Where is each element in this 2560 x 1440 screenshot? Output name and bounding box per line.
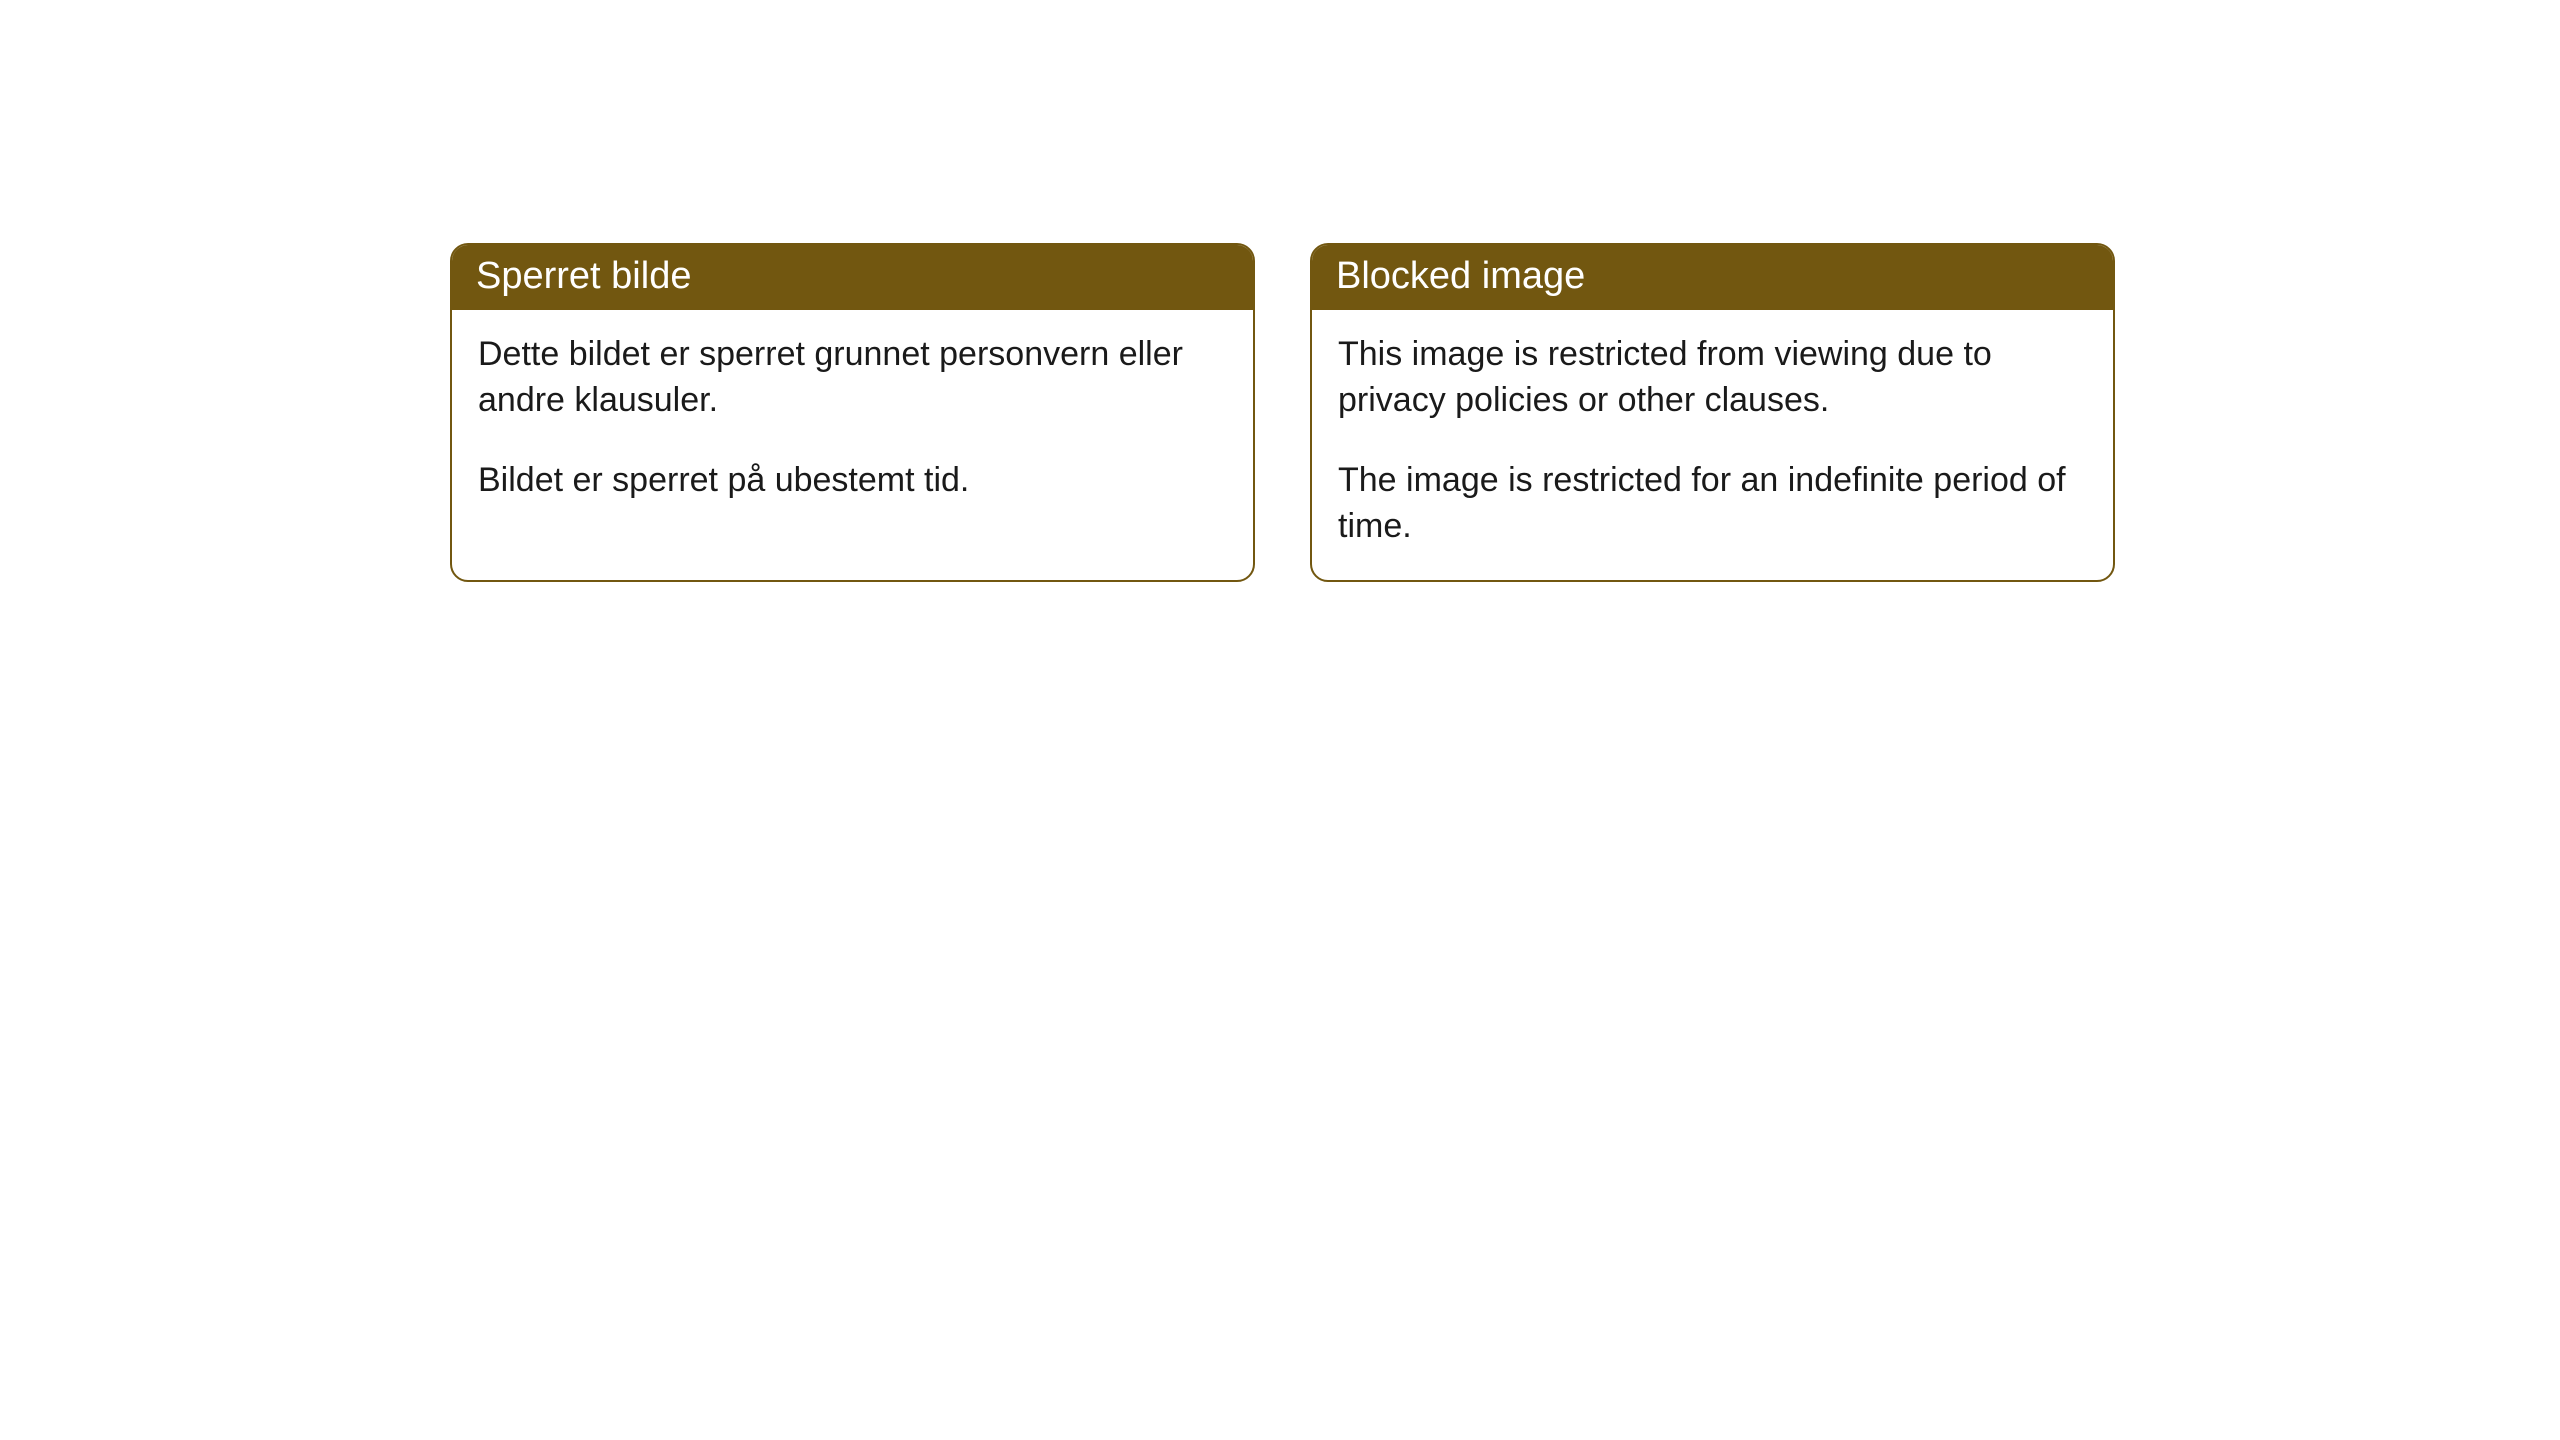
notice-card-english: Blocked image This image is restricted f… bbox=[1310, 243, 2115, 582]
notice-header-norwegian: Sperret bilde bbox=[452, 245, 1253, 310]
notice-body-norwegian: Dette bildet er sperret grunnet personve… bbox=[452, 310, 1253, 534]
notice-paragraph: Bildet er sperret på ubestemt tid. bbox=[478, 458, 1227, 504]
notice-header-english: Blocked image bbox=[1312, 245, 2113, 310]
notice-body-english: This image is restricted from viewing du… bbox=[1312, 310, 2113, 580]
notice-cards-container: Sperret bilde Dette bildet er sperret gr… bbox=[450, 243, 2115, 582]
notice-paragraph: This image is restricted from viewing du… bbox=[1338, 332, 2087, 424]
notice-title: Sperret bilde bbox=[476, 255, 691, 297]
notice-paragraph: Dette bildet er sperret grunnet personve… bbox=[478, 332, 1227, 424]
notice-title: Blocked image bbox=[1336, 255, 1585, 297]
notice-card-norwegian: Sperret bilde Dette bildet er sperret gr… bbox=[450, 243, 1255, 582]
notice-paragraph: The image is restricted for an indefinit… bbox=[1338, 458, 2087, 550]
